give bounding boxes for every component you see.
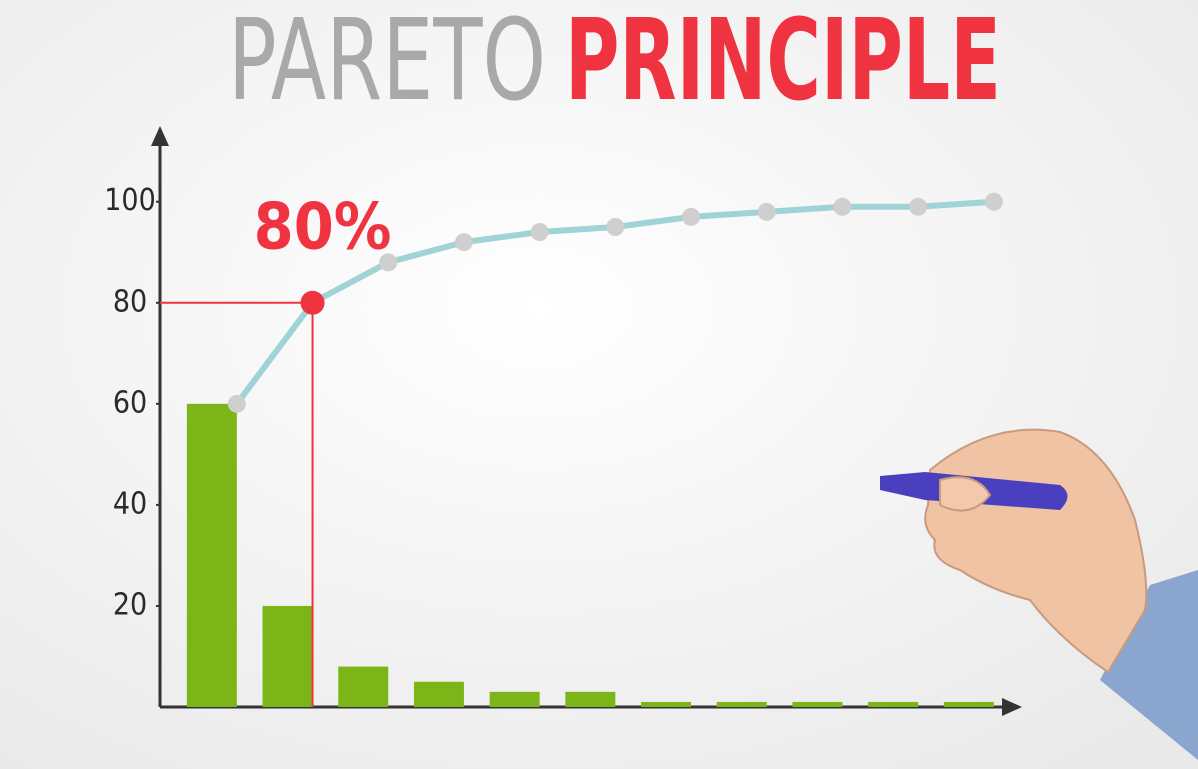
point [909,197,928,216]
bar [641,701,692,707]
bar [262,605,313,707]
bar [186,403,237,707]
hand-illustration [880,428,1198,760]
bar [868,701,919,707]
bar [716,701,767,707]
point [227,394,246,413]
point [757,202,776,221]
chart-title: Pareto [228,0,546,126]
y-axis-arrow [151,126,169,146]
bar [489,691,540,707]
thumb [939,476,992,512]
point [682,207,701,226]
y-tick-label: 60 [113,385,147,420]
y-tick-label: 40 [113,486,147,521]
bar [792,701,843,707]
y-tick-label: 80 [113,284,147,319]
x-axis-arrow [1002,698,1022,716]
bar [413,681,464,707]
y-tick-label: 20 [113,587,147,622]
bar [338,666,389,707]
y-tick-label: 100 [104,183,156,218]
point [606,218,625,236]
highlight-point [300,290,325,315]
data-label: 80% [254,190,392,264]
point [984,192,1003,211]
point [530,223,549,242]
point [379,253,398,272]
sleeve [1100,570,1198,760]
point [454,233,473,252]
bar [943,701,994,707]
point [833,197,852,216]
bar [565,691,616,707]
chart-title-highlight: Principle [565,0,1001,126]
